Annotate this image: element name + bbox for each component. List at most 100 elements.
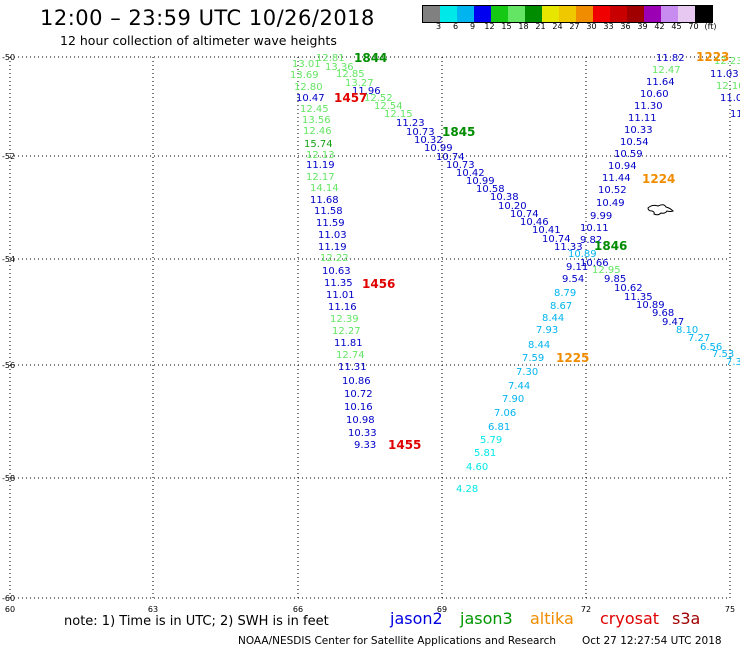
- swh-value: 7.90: [502, 394, 524, 405]
- lat-label: -60: [2, 594, 15, 603]
- swh-value: 7.53: [712, 349, 734, 360]
- page-subtitle: 12 hour collection of altimeter wave hei…: [60, 33, 337, 48]
- swh-value: 10.74: [542, 234, 571, 245]
- colorbar-swatch: [423, 6, 440, 22]
- colorbar-label: 6: [452, 22, 459, 31]
- swh-value: 5.79: [480, 435, 502, 446]
- legend-jason3: jason3: [460, 609, 513, 628]
- swh-value: 9.85: [604, 274, 626, 285]
- swh-value: 15.74: [304, 139, 333, 150]
- swh-value: 14.14: [310, 183, 339, 194]
- swh-value: 10.74: [510, 209, 539, 220]
- swh-value: 12.27: [332, 326, 361, 337]
- colorbar-label: 45: [671, 22, 682, 31]
- swh-value: 11.33: [554, 242, 583, 253]
- swh-value: 8.67: [550, 301, 572, 312]
- colorbar-label: 42: [654, 22, 665, 31]
- colorbar-label: 18: [518, 22, 529, 31]
- swh-value: 11.81: [334, 338, 363, 349]
- swh-value: 11.58: [314, 206, 343, 217]
- swh-value: 11.35: [624, 292, 653, 303]
- colorbar-swatch: [508, 6, 525, 22]
- swh-value: 11.59: [316, 218, 345, 229]
- swh-value: 10.99: [424, 143, 453, 154]
- swh-value: 4.60: [466, 462, 488, 473]
- swh-value: 13.01: [292, 59, 321, 70]
- swh-value: 11.0: [720, 93, 740, 104]
- swh-value: 4.28: [456, 484, 478, 495]
- swh-value: 12.95: [592, 265, 621, 276]
- swh-value: 10.33: [624, 125, 653, 136]
- swh-value: 6.81: [488, 422, 510, 433]
- swh-value: 10.73: [406, 127, 435, 138]
- swh-value: 11.82: [656, 53, 685, 64]
- swh-value: 12.46: [303, 126, 332, 137]
- swh-value: 13.69: [290, 70, 319, 81]
- swh-value: 10.86: [342, 376, 371, 387]
- swh-value: 11.23: [396, 118, 425, 129]
- swh-value: 12.52: [364, 93, 393, 104]
- swh-value: 12.54: [374, 101, 403, 112]
- swh-value: 12.13: [306, 150, 335, 161]
- swh-value: 11.64: [646, 77, 675, 88]
- colorbar-label: 9: [469, 22, 476, 31]
- colorbar-swatch: [542, 6, 559, 22]
- colorbar-swatch: [593, 6, 610, 22]
- swh-value: 8.79: [554, 288, 576, 299]
- swh-value: 10.49: [596, 198, 625, 209]
- swh-value: 11.: [730, 109, 740, 120]
- swh-value: 9.11: [566, 262, 588, 273]
- swh-value: 11.31: [338, 362, 367, 373]
- swh-value: 10.59: [614, 149, 643, 160]
- colorbar-label: 27: [569, 22, 580, 31]
- lon-label: 75: [725, 605, 735, 614]
- axis-labels: 60 63 66 69 72 75 -50 -52 -54 -56 -58 -60: [2, 53, 735, 614]
- swh-value: 11.01: [326, 290, 355, 301]
- lon-label: 63: [148, 605, 158, 614]
- swh-value: 12.10: [716, 81, 740, 92]
- colorbar-swatch: [644, 6, 661, 22]
- swh-value: 10.72: [344, 389, 373, 400]
- swh-value: 13.56: [302, 115, 331, 126]
- colorbar-swatch: [559, 6, 576, 22]
- swh-value: 12.74: [336, 350, 365, 361]
- legend-jason2: jason2: [390, 609, 443, 628]
- colorbar-label: 21: [535, 22, 546, 31]
- colorbar-label: 39: [637, 22, 648, 31]
- swh-value: 10.52: [598, 185, 627, 196]
- swh-value: 11.19: [306, 160, 335, 171]
- swh-value: 9.54: [562, 274, 584, 285]
- swh-value: 10.66: [580, 258, 609, 269]
- colorbar-label: 12: [484, 22, 495, 31]
- swh-value: 9.82: [580, 235, 602, 246]
- wave-height-colorbar: [422, 5, 713, 23]
- swh-value: 12.45: [300, 104, 329, 115]
- pass-time-label: 1844: [354, 51, 387, 65]
- swh-value: 7.06: [494, 408, 516, 419]
- swh-value: 8.10: [676, 325, 698, 336]
- swh-value: 11.44: [602, 173, 631, 184]
- kerguelen-island-outline: [647, 204, 674, 216]
- swh-value: 10.73: [446, 160, 475, 171]
- colorbar-swatch: [474, 6, 491, 22]
- swh-value: 11.30: [634, 101, 663, 112]
- swh-value: 6.56: [700, 342, 722, 353]
- time-labels: 1844 1845 1846 1457 1456 1455 1223 1224 1225: [334, 50, 729, 452]
- pass-time-label: 1457: [334, 91, 367, 105]
- swh-value: 8.44: [542, 313, 564, 324]
- swh-value: 10.58: [476, 184, 505, 195]
- swh-value: 10.62: [614, 283, 643, 294]
- swh-value: 7.27: [688, 333, 710, 344]
- swh-value: 12.39: [330, 314, 359, 325]
- pass-time-label: 1455: [388, 438, 421, 452]
- pass-time-label: 1846: [594, 239, 627, 253]
- swh-value: 7.3: [726, 357, 740, 368]
- swh-value: 10.32: [414, 135, 443, 146]
- swh-value: 11.35: [324, 278, 353, 289]
- colorbar-label: 36: [620, 22, 631, 31]
- colorbar-swatch: [695, 6, 712, 22]
- lat-label: -58: [2, 474, 15, 483]
- swh-value: 12.23: [714, 56, 740, 67]
- swh-value: 13.27: [345, 78, 374, 89]
